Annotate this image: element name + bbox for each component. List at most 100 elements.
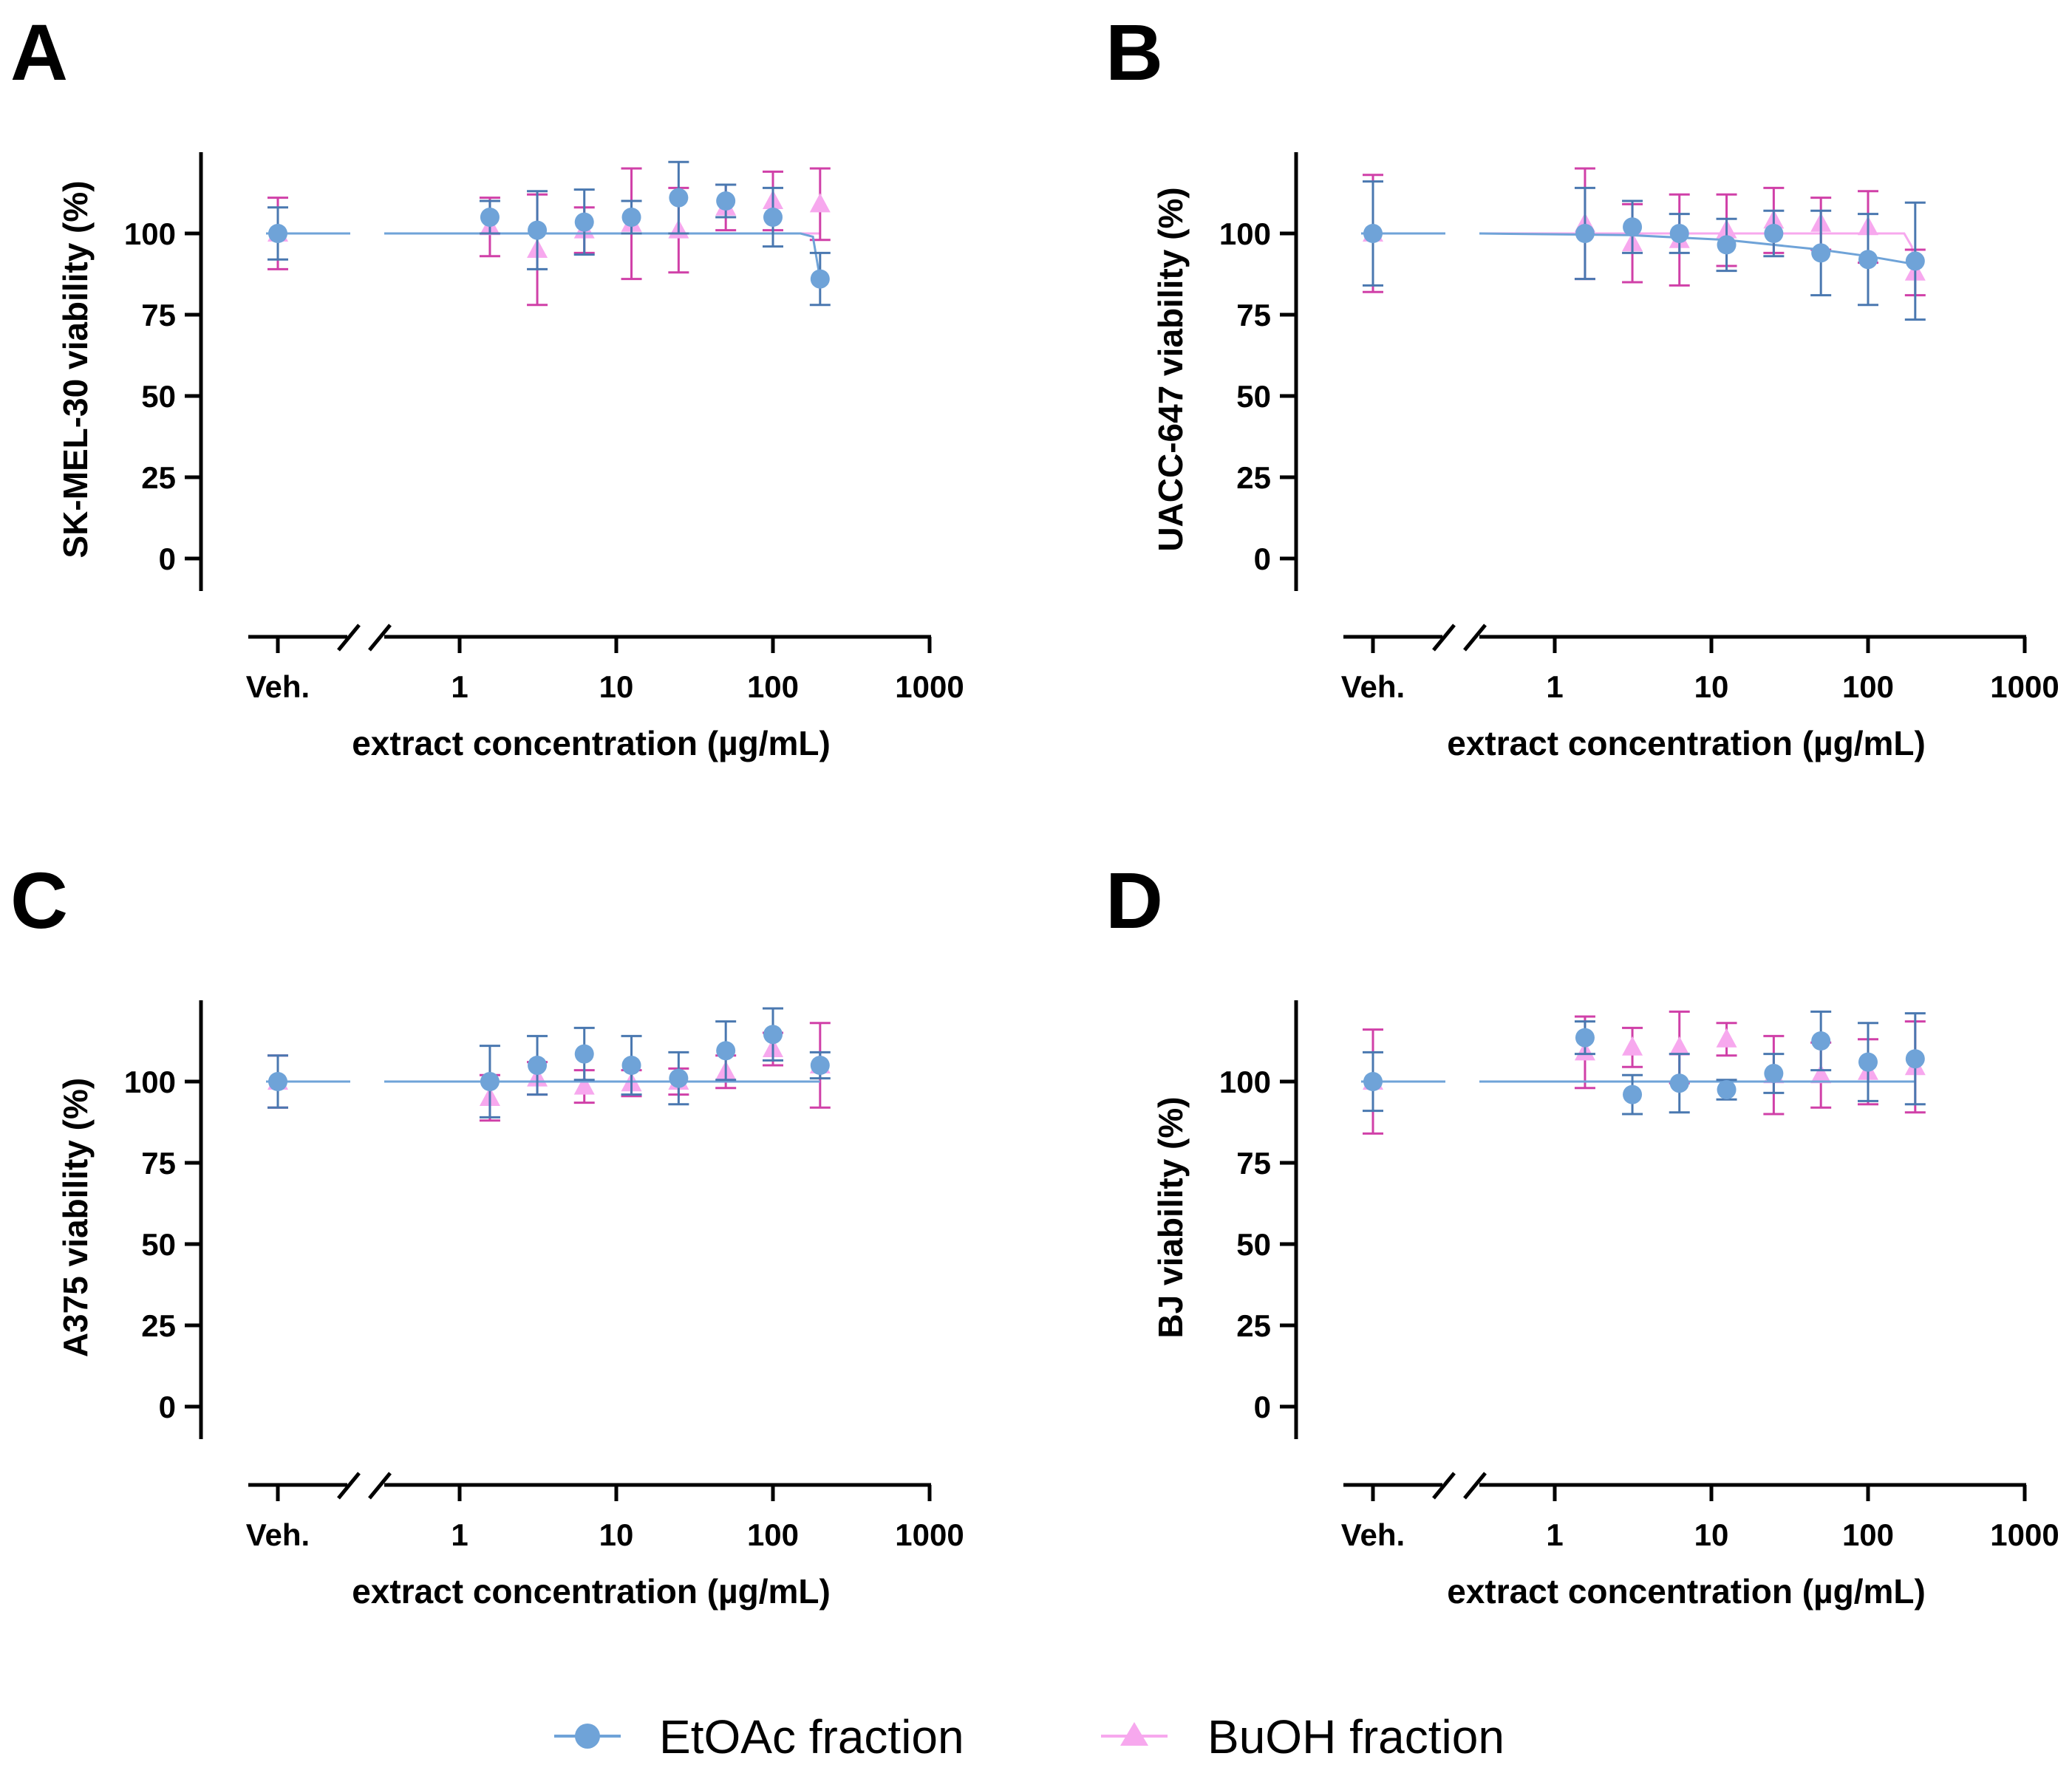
y-tick-label: 75 [1236,1146,1271,1181]
axis-break-mark [1432,1472,1456,1500]
y-tick-label: 75 [141,1146,176,1181]
data-point-etoac [1363,224,1383,243]
data-point-etoac [1717,1080,1737,1099]
y-tick-label: 50 [141,379,176,414]
data-point-etoac [268,224,287,243]
data-point-etoac [810,269,830,289]
legend: EtOAc fraction BuOH fraction [554,1710,1504,1763]
y-axis-title: UACC-647 viability (%) [1151,187,1190,551]
data-point-etoac [1669,224,1689,243]
x-axis-title: extract concentration (µg/mL) [352,724,831,762]
x-tick-label: 1 [451,1517,468,1552]
legend-item-buoh: BuOH fraction [1101,1710,1504,1763]
data-point-etoac [621,1056,641,1075]
y-tick-label: 50 [141,1227,176,1262]
plot-area: 0 25 50 75 100 1 10 100 1000 [1219,152,2059,704]
y-tick-label: 0 [1254,542,1271,576]
axis-break-mark [1432,624,1456,652]
data-point-buoh [1810,1064,1832,1084]
x-tick-label: 1 [1546,1517,1563,1552]
data-point-etoac [621,208,641,227]
y-tick-label: 25 [1236,460,1271,495]
y-tick-label: 75 [141,298,176,332]
data-point-etoac [1363,1072,1383,1091]
data-point-etoac [480,208,500,227]
x-axis-title: extract concentration (µg/mL) [1447,1572,1926,1611]
y-tick-label: 100 [1219,216,1271,251]
data-point-etoac [1623,217,1643,237]
y-tick-label: 25 [141,1308,176,1343]
plot-area: 0 25 50 75 100 1 10 100 1000 [124,1000,964,1552]
data-point-buoh [1716,1028,1737,1048]
fit-line-etoac [384,232,822,279]
x-axis-title: extract concentration (µg/mL) [1447,724,1926,762]
data-point-etoac [1575,1028,1595,1048]
legend-buoh-marker [1120,1722,1148,1746]
panel-d: D BJ viability (%) extract concentration… [1105,855,2059,1611]
data-point-etoac [763,1025,783,1045]
panel-letter: B [1105,7,1163,97]
data-point-etoac [574,212,594,232]
panel-letter: A [10,7,68,97]
x-tick-label: 1000 [895,669,964,704]
y-tick-label: 100 [124,1065,176,1099]
data-point-buoh [809,193,831,213]
x-tick-label: 100 [747,1517,799,1552]
data-point-buoh [1669,1036,1690,1056]
x-tick-label: 1000 [895,1517,964,1552]
y-tick-label: 100 [124,216,176,251]
axis-break-mark [368,624,392,652]
y-tick-label: 0 [1254,1390,1271,1424]
data-point-etoac [1858,1052,1878,1072]
data-point-etoac [1905,251,1925,271]
x-tick-label: 10 [1694,1517,1729,1552]
y-tick-label: 25 [141,460,176,495]
data-point-etoac [716,191,736,211]
y-tick-label: 75 [1236,298,1271,332]
panel-c: C A375 viability (%) extract concentrati… [10,855,964,1611]
vehicle-tick-label: Veh. [246,1517,310,1552]
data-point-buoh [1622,1036,1643,1056]
axis-break-mark [337,624,361,652]
y-tick-label: 0 [159,542,176,576]
axis-break-mark [1463,624,1487,652]
x-tick-label: 100 [1842,1517,1894,1552]
data-point-etoac [1764,1064,1784,1083]
vehicle-tick-label: Veh. [246,669,310,704]
x-tick-label: 10 [599,669,634,704]
y-tick-label: 25 [1236,1308,1271,1343]
data-point-etoac [669,1068,689,1088]
data-point-etoac [1811,1031,1831,1051]
data-point-etoac [574,1044,594,1064]
data-point-etoac [1717,235,1737,255]
axis-break-mark [368,1472,392,1500]
y-tick-label: 100 [1219,1065,1271,1099]
data-point-etoac [1623,1085,1643,1104]
vehicle-tick-label: Veh. [1341,669,1405,704]
plot-area: 0 25 50 75 100 1 10 100 1000 [124,152,964,704]
fit-line-etoac [1479,232,1916,266]
data-point-etoac [268,1072,287,1091]
x-tick-label: 100 [1842,669,1894,704]
x-tick-label: 1000 [1990,1517,2059,1552]
legend-buoh-label: BuOH fraction [1207,1710,1504,1763]
data-point-etoac [1811,243,1831,263]
data-point-etoac [528,1056,548,1075]
y-axis-title: BJ viability (%) [1151,1096,1190,1338]
legend-etoac-label: EtOAc fraction [659,1710,964,1763]
panel-a: A SK-MEL-30 viability (%) extract concen… [10,7,964,762]
panel-letter: D [1105,855,1163,945]
axis-break-mark [337,1472,361,1500]
data-point-etoac [1905,1049,1925,1069]
panel-b: B UACC-647 viability (%) extract concent… [1105,7,2059,762]
data-point-buoh [573,1075,595,1095]
data-point-etoac [669,188,689,208]
y-tick-label: 50 [1236,379,1271,414]
data-point-etoac [480,1072,500,1091]
x-tick-label: 1 [1546,669,1563,704]
data-point-etoac [763,208,783,227]
data-point-etoac [1575,224,1595,243]
data-point-etoac [1669,1073,1689,1093]
y-tick-label: 50 [1236,1227,1271,1262]
